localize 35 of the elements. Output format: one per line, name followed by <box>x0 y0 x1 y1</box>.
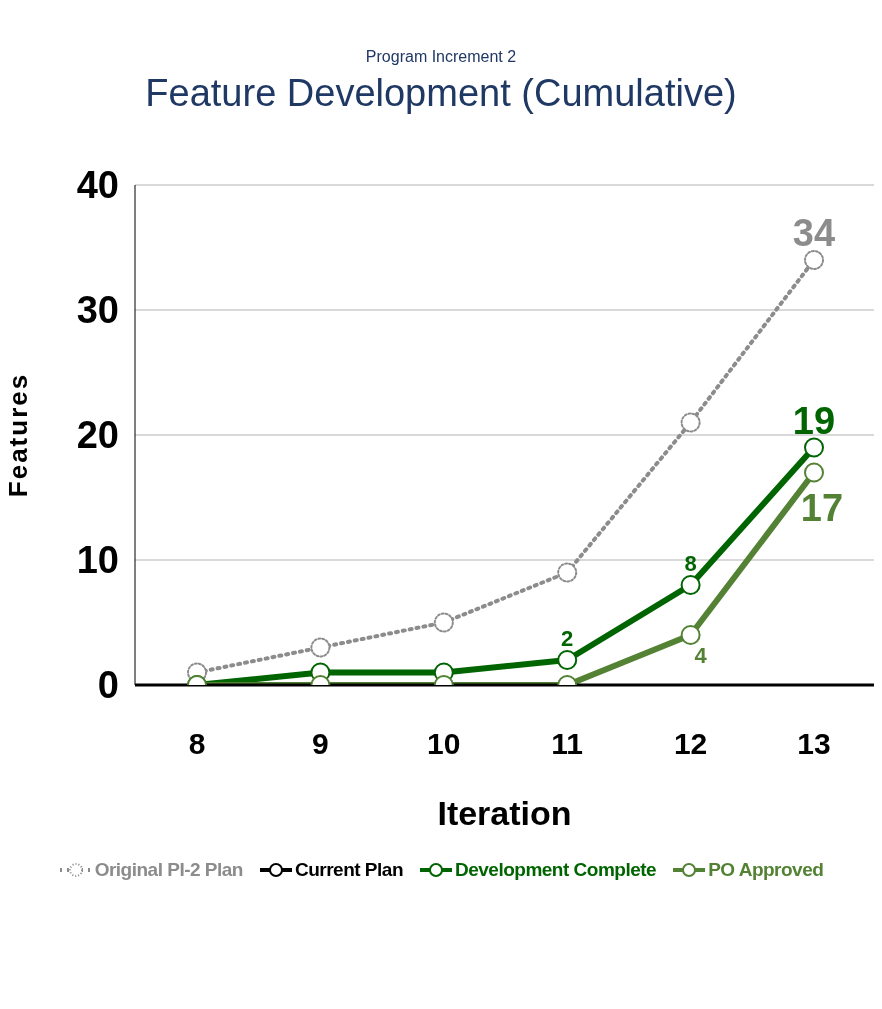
x-axis-title: Iteration <box>437 794 572 832</box>
x-tick-label: 12 <box>673 727 708 761</box>
y-axis-title: Features <box>3 372 34 498</box>
legend-label: PO Approved <box>708 859 824 881</box>
y-tick-label: 0 <box>97 664 119 707</box>
point <box>433 612 454 633</box>
y-tick-label: 30 <box>76 289 119 332</box>
x-tick-label: 9 <box>312 727 329 761</box>
point <box>804 437 824 458</box>
chart-title: Feature Development (Cumulative) <box>144 72 738 115</box>
x-tick-label: 11 <box>551 727 584 761</box>
point <box>310 637 331 658</box>
data-label: 19 <box>792 399 836 442</box>
y-tick-label: 40 <box>76 164 119 207</box>
point <box>680 412 701 433</box>
data-label: 34 <box>792 212 836 254</box>
data-label: 17 <box>800 486 844 529</box>
legend-label: Current Plan <box>294 859 403 881</box>
data-label: 8 <box>684 551 697 576</box>
chart-subtitle: Program Increment 2 <box>364 47 518 66</box>
x-tick-label: 8 <box>188 727 206 761</box>
point <box>557 650 578 670</box>
x-tick-label: 13 <box>797 727 831 761</box>
point <box>804 250 824 270</box>
x-tick-label: 10 <box>427 727 461 761</box>
legend-label: Development Complete <box>455 859 657 881</box>
data-label: 2 <box>561 626 574 651</box>
data-label: 4 <box>694 643 708 668</box>
point <box>804 462 824 483</box>
point <box>680 575 701 595</box>
point <box>680 625 701 645</box>
y-tick-label: 10 <box>76 539 119 582</box>
point <box>557 562 578 583</box>
legend-label: Original PI-2 Plan <box>94 859 243 881</box>
y-tick-label: 20 <box>76 414 119 457</box>
